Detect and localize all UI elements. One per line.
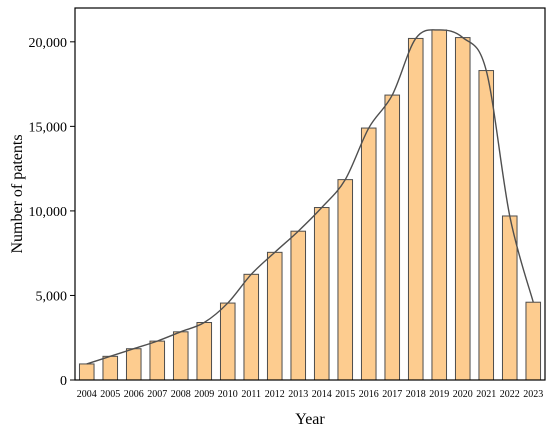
- bar-group: [78, 29, 542, 381]
- bar-2006: [125, 348, 142, 381]
- bar-2005: [102, 355, 119, 381]
- x-tick-label: 2005: [100, 389, 120, 400]
- bar-2004: [78, 363, 95, 381]
- x-tick-label: 2010: [218, 389, 238, 400]
- y-axis: 0 5,000 10,000 15,000 20,000: [29, 36, 75, 389]
- plot-frame: [74, 7, 546, 381]
- x-tick-label: 2019: [429, 389, 449, 400]
- x-tick-label: 2011: [241, 389, 261, 400]
- y-tick-label: 0: [60, 374, 67, 389]
- bar-2012: [266, 251, 283, 381]
- trend-curve: [86, 29, 534, 365]
- bar-2023: [525, 301, 542, 381]
- x-axis-title: Year: [295, 411, 325, 428]
- bar-2014: [313, 207, 330, 381]
- x-tick-label: 2012: [265, 389, 285, 400]
- x-tick-label: 2007: [147, 389, 167, 400]
- x-axis: 2004 2005 2006 2007 2008 2009 2010 2011 2012 2013…: [77, 389, 544, 400]
- x-tick-label: 2015: [335, 389, 355, 400]
- bar-2018: [407, 37, 424, 381]
- x-tick-label: 2023: [523, 389, 543, 400]
- bar-2009: [196, 322, 213, 381]
- bar-2016: [360, 127, 377, 381]
- bar-2019: [431, 29, 448, 381]
- y-tick-label: 20,000: [29, 36, 68, 51]
- x-tick-label: 2006: [124, 389, 144, 400]
- x-tick-label: 2013: [288, 389, 308, 400]
- x-tick-label: 2004: [77, 389, 97, 400]
- bar-2010: [219, 302, 236, 381]
- bar-2007: [149, 340, 166, 381]
- bar-2008: [172, 331, 189, 381]
- x-tick-label: 2014: [312, 389, 332, 400]
- bar-2013: [290, 230, 307, 381]
- x-tick-label: 2016: [359, 389, 379, 400]
- bar-2020: [454, 37, 471, 381]
- x-tick-label: 2009: [194, 389, 214, 400]
- x-tick-label: 2022: [500, 389, 520, 400]
- x-tick-label: 2008: [171, 389, 191, 400]
- bar-2011: [243, 273, 260, 381]
- y-axis-title: Number of patents: [9, 134, 26, 253]
- bar-2017: [384, 94, 401, 381]
- x-tick-label: 2018: [406, 389, 426, 400]
- x-tick-label: 2020: [453, 389, 473, 400]
- y-tick-label: 5,000: [36, 289, 68, 304]
- bar-2021: [478, 70, 495, 381]
- y-tick-label: 15,000: [29, 120, 68, 135]
- x-tick-label: 2021: [476, 389, 496, 400]
- y-tick-label: 10,000: [29, 205, 68, 220]
- x-tick-label: 2017: [382, 389, 402, 400]
- bar-2015: [337, 179, 354, 381]
